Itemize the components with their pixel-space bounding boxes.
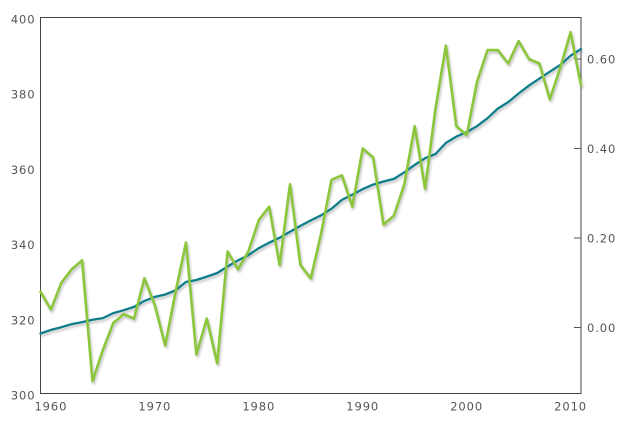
y-left-tick-label: 320 <box>11 313 36 327</box>
x-tick-label: 1990 <box>346 400 379 414</box>
y-left-tick-label: 400 <box>11 13 36 27</box>
x-tick-label: 1960 <box>34 400 67 414</box>
y-right-tick-label: 0.60 <box>587 53 616 67</box>
y-left-tick-label: 340 <box>11 238 36 252</box>
x-tick-label: 2010 <box>554 400 587 414</box>
y-right-tick-label: 0.40 <box>587 142 616 156</box>
axes-layer: 300 320 340 360 380 400 0.00 0.20 0.40 0.60 1960 19… <box>11 13 616 414</box>
series-line-right-axis <box>39 30 583 383</box>
y-left-tick-label: 360 <box>11 163 36 177</box>
x-tick-label: 2000 <box>450 400 483 414</box>
plot-border <box>40 17 582 394</box>
y-right-tick-label: 0.20 <box>587 232 616 246</box>
y-right-tick-label: 0.00 <box>587 321 616 335</box>
x-tick-label: 1980 <box>242 400 275 414</box>
y-left-tick-label: 300 <box>11 389 36 403</box>
y-left-tick-label: 380 <box>11 88 36 102</box>
x-tick-label: 1970 <box>138 400 171 414</box>
series-line-left-axis <box>39 47 583 335</box>
series-layer <box>39 30 583 383</box>
